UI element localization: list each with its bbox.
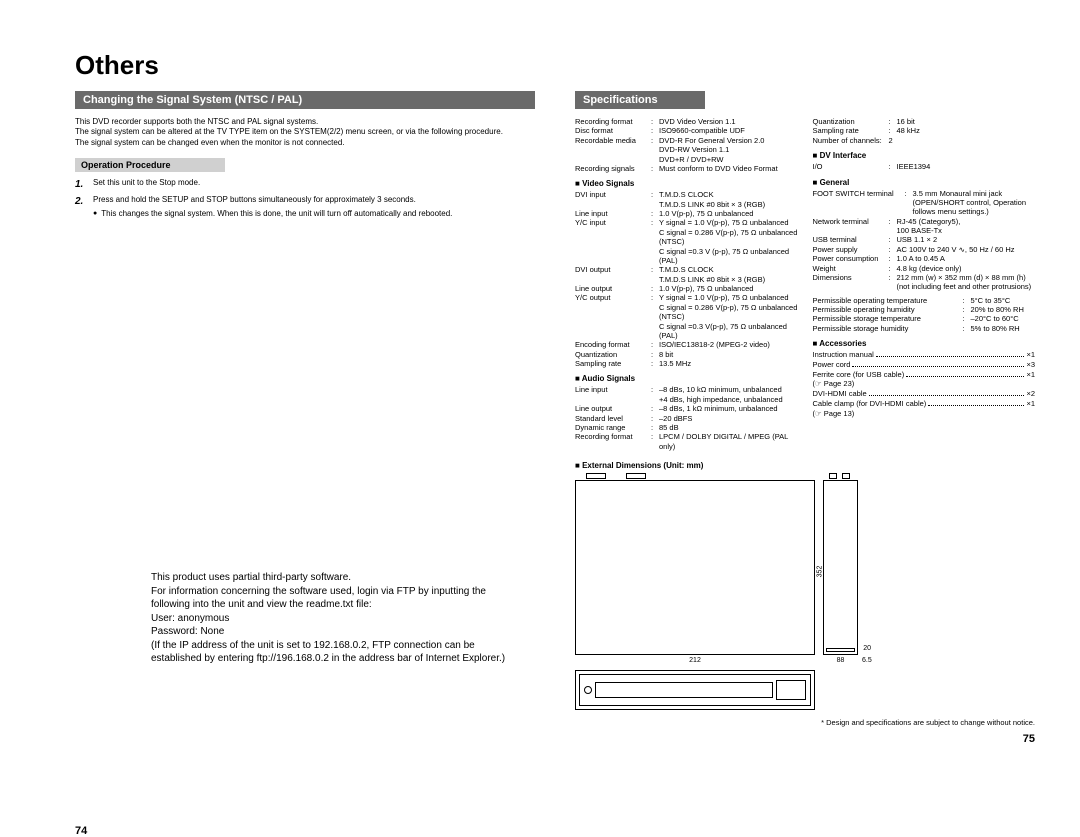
spec-col-1: Recording format:DVD Video Version 1.1Di… [575, 117, 798, 451]
ftp-info-box: This product uses partial third-party so… [151, 571, 521, 666]
spec-row: Power supply:AC 100V to 240 V ∿, 50 Hz /… [813, 245, 1036, 254]
accessory-row: Power cord×3 [813, 360, 1036, 370]
spec-columns: Recording format:DVD Video Version 1.1Di… [575, 117, 1035, 451]
spec-row: Number of channels:2 [813, 136, 1036, 145]
step-note: This changes the signal system. When thi… [93, 209, 535, 219]
two-page-spread: Changing the Signal System (NTSC / PAL) … [75, 91, 1035, 727]
procedure-steps: 1. Set this unit to the Stop mode. 2. Pr… [75, 178, 535, 219]
spec-row: Y/C input:Y signal = 1.0 V(p-p), 75 Ω un… [575, 218, 798, 265]
spec-row: Line output:1.0 V(p-p), 75 Ω unbalanced [575, 284, 798, 293]
spec-row: Permissible storage temperature:–20°C to… [813, 314, 1036, 323]
spec-row: Standard level:–20 dBFS [575, 414, 798, 423]
accessory-row: Ferrite core (for USB cable)×1 [813, 370, 1036, 380]
step-1: 1. Set this unit to the Stop mode. [75, 178, 535, 191]
diagram-side-view: 20 [823, 480, 858, 655]
dimensions-diagram: 352 212 20 886.5 [575, 480, 1035, 710]
spec-row: Dimensions:212 mm (w) × 352 mm (d) × 88 … [813, 273, 1036, 292]
spec-row: Line input:–8 dBs, 10 kΩ minimum, unbala… [575, 385, 798, 404]
spec-row: Recording signals:Must conform to DVD Vi… [575, 164, 798, 173]
spec-row: Weight:4.8 kg (device only) [813, 264, 1036, 273]
spec-row: DVI output:T.M.D.S CLOCK T.M.D.S LINK #0… [575, 265, 798, 284]
spec-row: Dynamic range:85 dB [575, 423, 798, 432]
left-page: Changing the Signal System (NTSC / PAL) … [75, 91, 535, 727]
right-page: Specifications Recording format:DVD Vide… [575, 91, 1035, 727]
spec-row: Recordable media:DVD-R For General Versi… [575, 136, 798, 164]
spec-row: Sampling rate:13.5 MHz [575, 359, 798, 368]
spec-row: USB terminal:USB 1.1 × 2 [813, 235, 1036, 244]
dim-height: 88 [823, 657, 858, 664]
accessory-row: Cable clamp (for DVI-HDMI cable)×1 [813, 399, 1036, 409]
dim-width: 212 [575, 657, 815, 664]
diagram-top-view: 352 [575, 480, 815, 655]
spec-row: Power consumption:1.0 A to 0.45 A [813, 254, 1036, 263]
accessory-row: (☞ Page 23) [813, 379, 1036, 389]
spec-col-2: Quantization:16 bitSampling rate:48 kHzN… [813, 117, 1036, 451]
page-number-left: 74 [75, 825, 87, 837]
diagram-front-view [575, 670, 815, 710]
spec-row: Permissible operating humidity:20% to 80… [813, 305, 1036, 314]
spec-row: Quantization:8 bit [575, 350, 798, 359]
section-bar-signal: Changing the Signal System (NTSC / PAL) [75, 91, 535, 109]
design-note: * Design and specifications are subject … [575, 718, 1035, 727]
spec-row: Line output:–8 dBs, 1 kΩ minimum, unbala… [575, 404, 798, 413]
procedure-heading: Operation Procedure [75, 158, 225, 172]
spec-row: FOOT SWITCH terminal:3.5 mm Monaural min… [813, 189, 1036, 217]
spec-row: I/O:IEEE1394 [813, 162, 1036, 171]
page-number-right: 75 [1023, 733, 1035, 745]
step-2: 2. Press and hold the SETUP and STOP but… [75, 195, 535, 219]
section-bar-specs: Specifications [575, 91, 705, 109]
spec-row: Network terminal:RJ-45 (Category5), 100 … [813, 217, 1036, 236]
spec-row: Permissible storage humidity:5% to 80% R… [813, 324, 1036, 333]
accessory-row: Instruction manual×1 [813, 350, 1036, 360]
spec-row: Permissible operating temperature:5°C to… [813, 296, 1036, 305]
intro-text: This DVD recorder supports both the NTSC… [75, 117, 535, 148]
spec-row: Recording format:DVD Video Version 1.1 [575, 117, 798, 126]
spec-row: Y/C output:Y signal = 1.0 V(p-p), 75 Ω u… [575, 293, 798, 340]
spec-row: Recording format:LPCM / DOLBY DIGITAL / … [575, 432, 798, 451]
spec-row: Sampling rate:48 kHz [813, 126, 1036, 135]
spec-row: DVI input:T.M.D.S CLOCK T.M.D.S LINK #0 … [575, 190, 798, 209]
page-title: Others [75, 50, 1035, 81]
spec-row: Encoding format:ISO/IEC13818-2 (MPEG-2 v… [575, 340, 798, 349]
spec-row: Quantization:16 bit [813, 117, 1036, 126]
accessory-row: DVI-HDMI cable×2 [813, 389, 1036, 399]
spec-row: Line input:1.0 V(p-p), 75 Ω unbalanced [575, 209, 798, 218]
dimensions-heading: External Dimensions (Unit: mm) [575, 461, 1035, 470]
accessory-row: (☞ Page 13) [813, 409, 1036, 419]
spec-row: Disc format:ISO9660-compatible UDF [575, 126, 798, 135]
